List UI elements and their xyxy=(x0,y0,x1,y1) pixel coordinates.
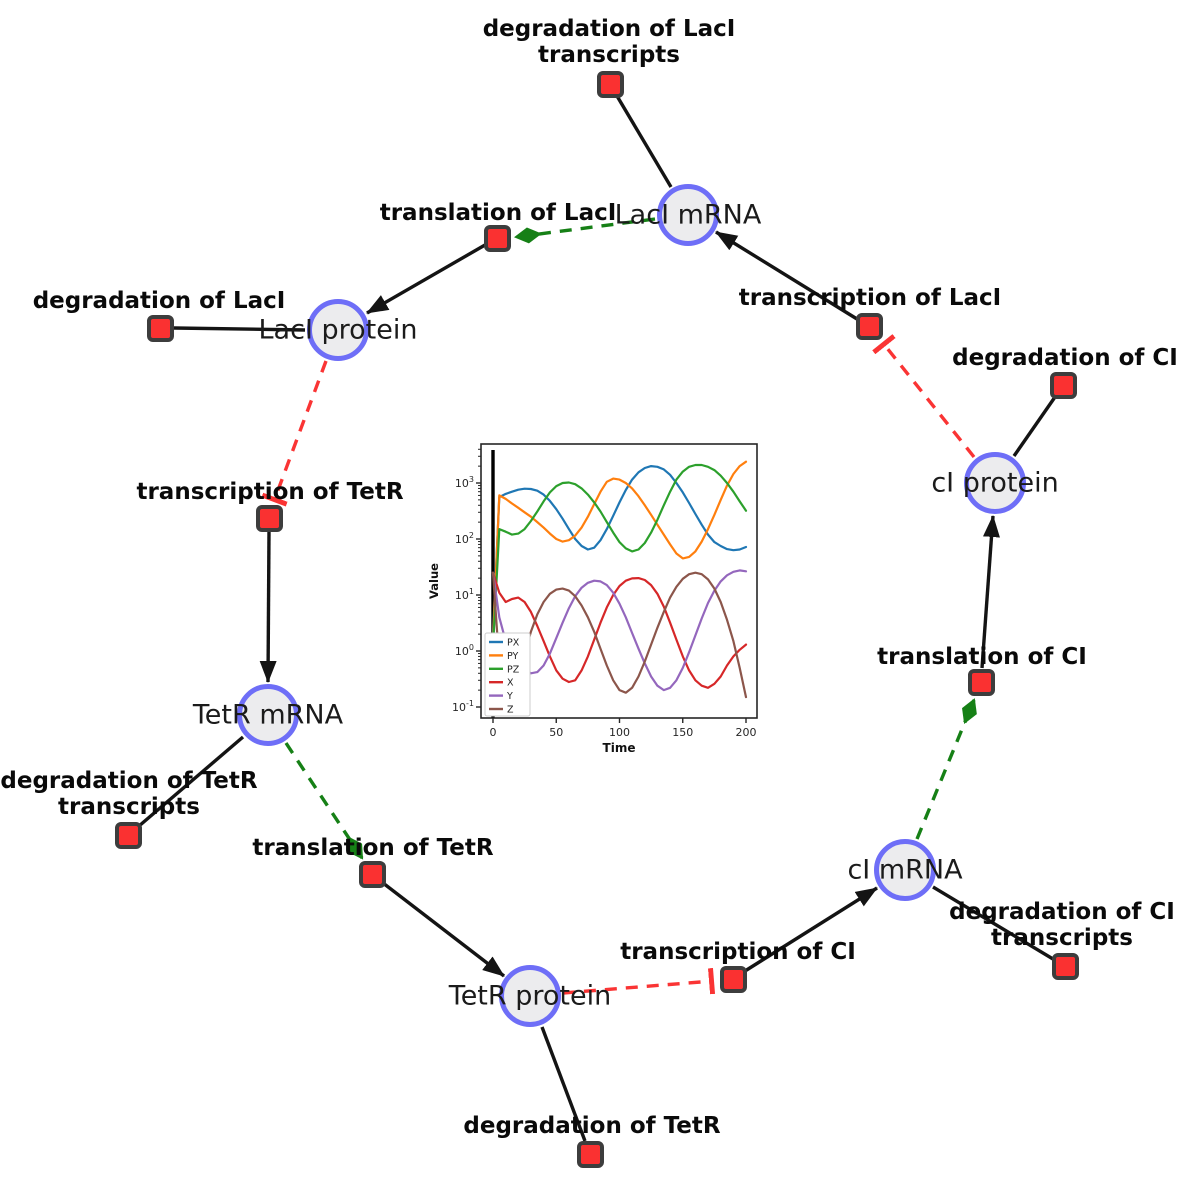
species-node-laci-protein[interactable] xyxy=(307,299,369,361)
reaction-label-deg-tetr: degradation of TetR xyxy=(463,1113,720,1139)
edge-deg-ci-transcripts[interactable] xyxy=(932,885,1054,961)
reaction-label-line: translation of TetR xyxy=(252,834,494,861)
x-tick-label: 0 xyxy=(490,726,497,739)
x-axis-label: Time xyxy=(603,741,636,755)
reaction-label-line: degradation of CI xyxy=(949,898,1175,925)
edge-deg-laci[interactable] xyxy=(173,326,306,332)
species-node-tetr-mrna[interactable] xyxy=(237,684,299,746)
reaction-label-line: transcription of TetR xyxy=(136,478,404,505)
y-axis-label: Value xyxy=(427,563,441,599)
y-tick-label: 103 xyxy=(455,475,474,490)
edge-transcription-laci-inhibition[interactable] xyxy=(872,334,976,459)
series-PY xyxy=(491,460,748,643)
edge-translation-tetr-modifier[interactable] xyxy=(284,742,364,860)
edge-transcription-ci-inhibition[interactable] xyxy=(562,967,716,995)
reaction-label-line: transcripts xyxy=(991,925,1133,951)
reaction-label-line: transcription of LacI xyxy=(738,284,1002,311)
legend-entry-PX: PX xyxy=(507,638,520,649)
species-node-tetr-protein[interactable] xyxy=(499,965,561,1027)
edge-transcription-laci-product[interactable] xyxy=(715,230,858,321)
x-tick-label: 100 xyxy=(609,726,630,739)
legend-entry-Z: Z xyxy=(507,705,514,716)
species-label-ci-protein: cI protein xyxy=(931,467,1059,499)
reaction-label-line: degradation of CI xyxy=(952,344,1178,371)
reaction-node-deg-ci-transcripts[interactable] xyxy=(1051,952,1079,980)
y-tick-label: 100 xyxy=(455,643,474,658)
reaction-label-deg-tetr-transcripts: degradation of TetR transcripts xyxy=(0,768,257,820)
species-label-tetr-protein: TetR protein xyxy=(448,980,612,1012)
reaction-node-deg-tetr[interactable] xyxy=(576,1140,604,1168)
reaction-label-deg-ci: degradation of CI xyxy=(952,345,1178,371)
edge-deg-ci[interactable] xyxy=(1012,396,1057,457)
reaction-label-line: degradation of TetR xyxy=(463,1112,721,1139)
reaction-label-line: transcripts xyxy=(538,42,680,68)
edge-transcription-tetr-product[interactable] xyxy=(259,531,277,683)
edge-translation-tetr-product[interactable] xyxy=(381,881,506,978)
edge-translation-ci-product[interactable] xyxy=(980,515,1000,669)
edge-translation-ci-modifier[interactable] xyxy=(915,698,977,840)
reaction-label-line: translation of CI xyxy=(877,643,1087,670)
species-node-ci-mrna[interactable] xyxy=(874,839,936,901)
reaction-node-deg-laci[interactable] xyxy=(146,314,174,342)
series-Z xyxy=(491,571,748,704)
reaction-node-transcription-laci[interactable] xyxy=(855,312,883,340)
reaction-label-line: degradation of LacI xyxy=(482,15,736,42)
reaction-label-line: translation of LacI xyxy=(379,199,617,226)
edge-transcription-ci-product[interactable] xyxy=(744,886,878,973)
edge-transcription-tetr-inhibition[interactable] xyxy=(261,360,328,507)
y-tick-label: 102 xyxy=(455,531,474,546)
series-PZ xyxy=(491,463,748,648)
reaction-label-transcription-laci: transcription of LacI xyxy=(739,285,1002,311)
reaction-label-line: transcripts xyxy=(58,794,200,820)
reaction-node-translation-tetr[interactable] xyxy=(358,860,386,888)
species-label-tetr-mrna: TetR mRNA xyxy=(192,699,344,731)
reaction-label-deg-laci: degradation of LacI xyxy=(33,288,286,314)
inset-chart: 0 50 100 150 200 10-1 100 101 102 103 Time Value PX P… xyxy=(424,440,774,775)
series-PX xyxy=(491,465,748,636)
edge-deg-laci-transcripts[interactable] xyxy=(615,95,673,188)
reaction-label-translation-laci: translation of LacI xyxy=(380,200,617,226)
species-label-laci-mrna: LacI mRNA xyxy=(614,199,762,231)
x-tick-label: 50 xyxy=(549,726,563,739)
reaction-node-transcription-ci[interactable] xyxy=(719,965,747,993)
chart-svg: 0 50 100 150 200 10-1 100 101 102 103 Time Value PX P… xyxy=(427,443,758,755)
reaction-node-translation-ci[interactable] xyxy=(967,668,995,696)
legend-entry-PY: PY xyxy=(507,651,519,662)
x-tick-label: 150 xyxy=(672,726,693,739)
edge-translation-laci-product[interactable] xyxy=(366,243,486,315)
reaction-label-deg-ci-transcripts: degradation of CI transcripts xyxy=(949,899,1175,951)
reaction-node-deg-laci-transcripts[interactable] xyxy=(596,70,624,98)
species-label-ci-mrna: cI mRNA xyxy=(847,854,963,886)
edge-translation-laci-modifier[interactable] xyxy=(514,217,656,244)
y-tick-label: 101 xyxy=(455,587,474,602)
reaction-node-deg-tetr-transcripts[interactable] xyxy=(114,821,142,849)
reaction-label-line: transcription of CI xyxy=(620,938,856,965)
reaction-label-line: degradation of LacI xyxy=(32,287,286,314)
y-tick-label: 10-1 xyxy=(452,699,474,714)
species-node-ci-protein[interactable] xyxy=(964,452,1026,514)
reaction-label-translation-ci: translation of CI xyxy=(877,644,1087,670)
reaction-label-deg-laci-transcripts: degradation of LacI transcripts xyxy=(483,16,736,68)
x-tick-label: 200 xyxy=(736,726,757,739)
species-node-laci-mrna[interactable] xyxy=(657,184,719,246)
reaction-label-transcription-tetr: transcription of TetR xyxy=(136,479,403,505)
reaction-node-transcription-tetr[interactable] xyxy=(255,504,283,532)
series-Y xyxy=(491,569,748,692)
reaction-label-line: degradation of TetR xyxy=(0,767,258,794)
legend-entry-PZ: PZ xyxy=(507,664,520,675)
reaction-label-transcription-ci: transcription of CI xyxy=(620,939,856,965)
legend-entry-X: X xyxy=(507,678,514,689)
reaction-node-deg-ci[interactable] xyxy=(1049,371,1077,399)
edge-deg-tetr-transcripts[interactable] xyxy=(137,735,245,828)
edge-deg-tetr[interactable] xyxy=(540,1026,587,1142)
species-label-laci-protein: LacI protein xyxy=(258,314,418,346)
reaction-node-translation-laci[interactable] xyxy=(483,224,511,252)
reaction-label-translation-tetr: translation of TetR xyxy=(252,835,493,861)
legend-entry-Y: Y xyxy=(506,691,513,702)
